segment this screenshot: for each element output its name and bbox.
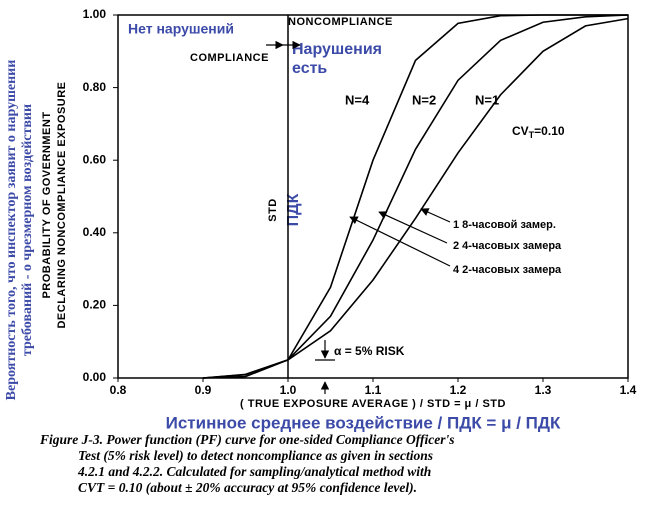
annotation: 1 8-часовой замер.: [453, 219, 556, 231]
x-tick-label: 0.8: [110, 383, 127, 397]
y-label-ru: Вероятность того, что инспектор заявит о…: [4, 60, 19, 401]
x-tick-label: 1.1: [365, 383, 382, 397]
caption: 4.2.1 and 4.2.2. Calculated for sampling…: [77, 464, 431, 479]
x-label: ( TRUE EXPOSURE AVERAGE ) / STD = μ / ST…: [240, 398, 506, 410]
annotation: есть: [292, 60, 327, 77]
caption: CVT = 0.10 (about ± 20% accuracy at 95% …: [78, 480, 417, 495]
annotation: NONCOMPLIANCE: [288, 16, 393, 28]
plot-frame: [117, 14, 629, 379]
y-tick-label: 0.80: [83, 80, 107, 94]
arrow: [420, 208, 451, 223]
curve: [202, 14, 628, 379]
annotation: 2 4-часовых замера: [453, 240, 562, 252]
cv: CV: [512, 124, 529, 138]
cv-sub: T: [529, 130, 535, 140]
y-label: PROBABILITY OF GOVERNMENT: [41, 111, 53, 298]
x-tick-label: 1.3: [535, 383, 552, 397]
series-label: N=4: [345, 92, 370, 107]
y-label: DECLARING NONCOMPLIANCE EXPOSURE: [56, 81, 68, 328]
x-label-ru: Истинное среднее воздействие / ПДК = μ /…: [166, 413, 561, 432]
curve: [202, 17, 629, 379]
cv-value: =0.10: [534, 124, 565, 138]
y-tick-label: 0.40: [83, 225, 107, 239]
annotation: ПДК: [285, 193, 302, 226]
annotation: STD: [267, 198, 279, 222]
annotation: CVT=0.10: [512, 124, 565, 140]
curve: [202, 14, 629, 379]
arrow: [378, 211, 448, 244]
annotation: 4 2-часовых замера: [453, 264, 562, 276]
series-label: N=1: [475, 92, 499, 107]
y-tick-label: 0.20: [83, 298, 107, 312]
x-tick-label: 1.0: [280, 383, 297, 397]
x-tick-label: 1.4: [620, 383, 637, 397]
caption: Figure J-3. Power function (PF) curve fo…: [39, 432, 454, 447]
annotation: α = 5% RISK: [334, 344, 405, 358]
caption: Test (5% risk level) to detect noncompli…: [78, 448, 433, 463]
annotation: COMPLIANCE: [190, 52, 269, 64]
annotation: Нарушения: [292, 41, 382, 58]
x-tick-label: 1.2: [450, 383, 467, 397]
x-tick-label: 0.9: [195, 383, 212, 397]
annotation: Нет нарушений: [128, 21, 234, 37]
y-tick-label: 0.60: [83, 152, 107, 166]
y-label-ru: требований - о чрезмерном воздействии: [20, 104, 35, 356]
y-tick-label: 0.00: [83, 370, 107, 384]
series-label: N=2: [412, 92, 436, 107]
y-tick-label: 1.00: [83, 7, 107, 21]
